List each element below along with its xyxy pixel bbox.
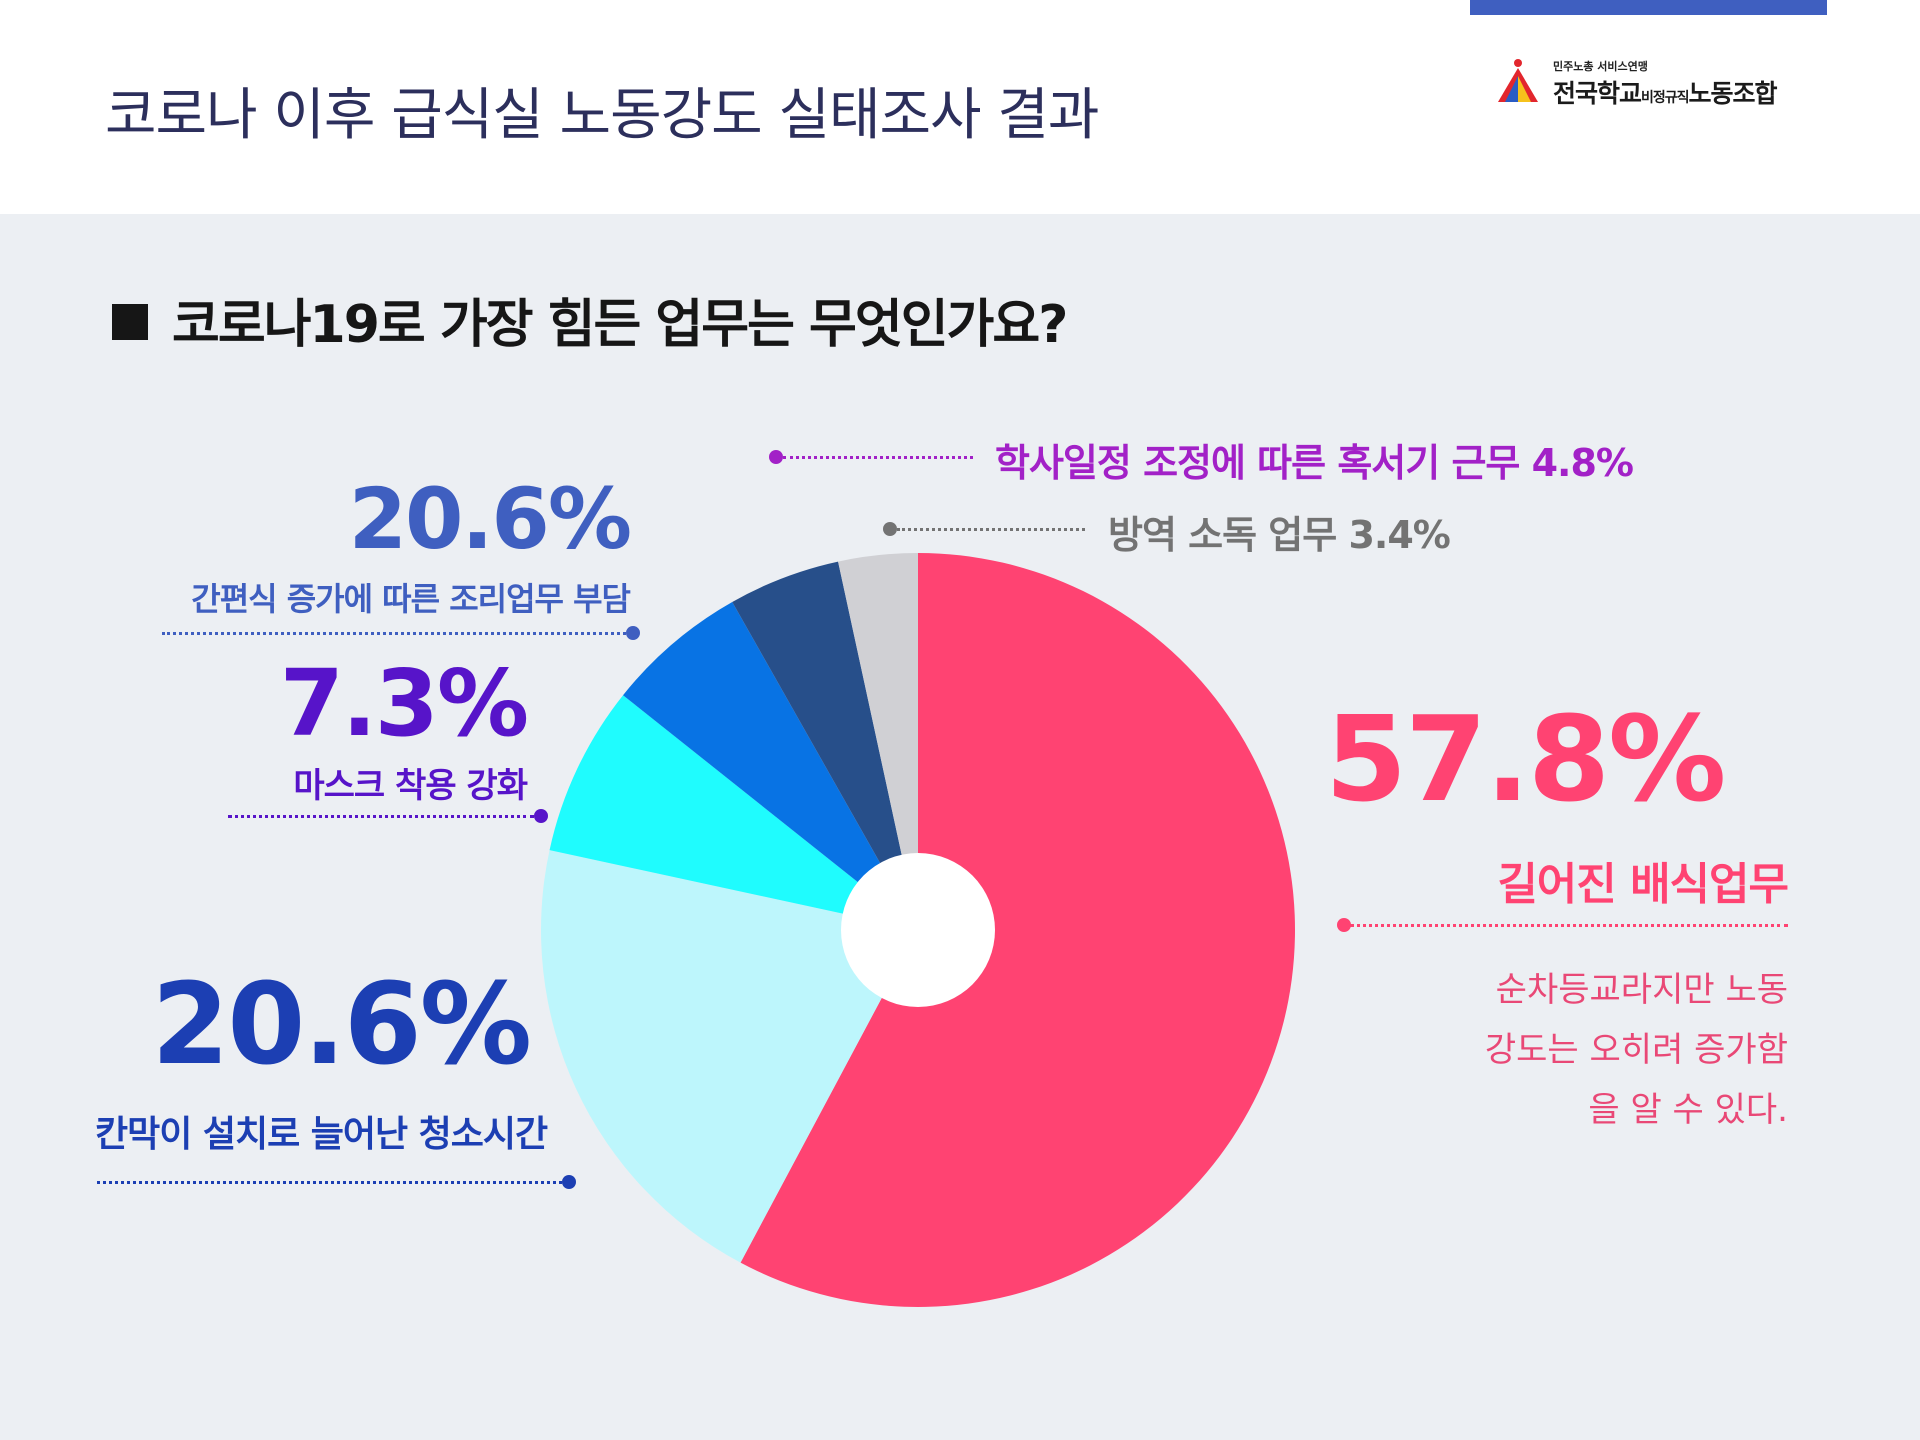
- header: 코로나 이후 급식실 노동강도 실태조사 결과 민주노총 서비스연맹 전국학교비…: [0, 0, 1920, 214]
- pie-slice-4: [623, 601, 918, 930]
- label-baesik-value: 57.8%: [1325, 690, 1726, 828]
- pie-slice-1: [740, 553, 1296, 1307]
- donut-hole: [841, 853, 995, 1007]
- leader-dot-heat: [769, 450, 783, 464]
- logo-name: 전국학교비정규직노동조합: [1553, 74, 1778, 110]
- label-cleaning-value: 20.6%: [151, 960, 532, 1090]
- label-baesik-text: 길어진 배식업무: [1497, 859, 1789, 910]
- square-bullet-icon: [112, 304, 148, 340]
- leader-line-cooking: [162, 632, 626, 635]
- note-line-3: 을 알 수 있다.: [1588, 1090, 1788, 1130]
- leader-dot-cleaning: [562, 1175, 576, 1189]
- logo-name-small: 비정규직: [1641, 90, 1690, 106]
- label-disinfect-text: 방역 소독 업무 3.4%: [1108, 513, 1451, 557]
- label-mask-value: 7.3%: [279, 650, 529, 757]
- note-text: 순차등교라지만 노동 강도는 오히려 증가함 을 알 수 있다.: [1485, 960, 1788, 1140]
- leader-line-cleaning: [97, 1181, 562, 1184]
- logo-name-part2: 노동조합: [1688, 79, 1778, 108]
- logo-name-part1: 전국학교: [1553, 79, 1642, 108]
- union-logo: 민주노총 서비스연맹 전국학교비정규직노동조합: [1495, 58, 1815, 108]
- label-cooking-value: 20.6%: [348, 470, 632, 568]
- label-cleaning-text: 칸막이 설치로 늘어난 청소시간: [95, 1114, 548, 1155]
- leader-line-mask: [228, 815, 534, 818]
- label-heat-text: 학사일정 조정에 따른 혹서기 근무 4.8%: [995, 441, 1634, 485]
- note-line-1: 순차등교라지만 노동: [1495, 970, 1788, 1010]
- leader-line-heat: [783, 456, 973, 459]
- pie-slice-6: [838, 553, 918, 930]
- leader-dot-mask: [534, 809, 548, 823]
- logo-subtitle: 민주노총 서비스연맹: [1553, 60, 1648, 73]
- label-cooking-text: 간편식 증가에 따른 조리업무 부담: [191, 580, 631, 618]
- page-title: 코로나 이후 급식실 노동강도 실태조사 결과: [105, 83, 1099, 148]
- leader-line-disinfect: [897, 528, 1085, 531]
- leader-dot-disinfect: [883, 522, 897, 536]
- label-mask-text: 마스크 착용 강화: [293, 766, 528, 806]
- pie-slice-5: [732, 561, 918, 930]
- leader-dot-cooking: [626, 626, 640, 640]
- leader-line-baesik: [1350, 924, 1788, 927]
- leader-dot-baesik: [1337, 918, 1351, 932]
- pie-slice-2: [541, 850, 918, 1263]
- accent-bar: [1470, 0, 1827, 15]
- question-heading: 코로나19로 가장 힘든 업무는 무엇인가요?: [112, 282, 1068, 357]
- question-text: 코로나19로 가장 힘든 업무는 무엇인가요?: [172, 295, 1068, 355]
- note-line-2: 강도는 오히려 증가함: [1484, 1030, 1788, 1070]
- union-logo-icon: [1498, 59, 1538, 102]
- pie-slice-3: [549, 695, 918, 930]
